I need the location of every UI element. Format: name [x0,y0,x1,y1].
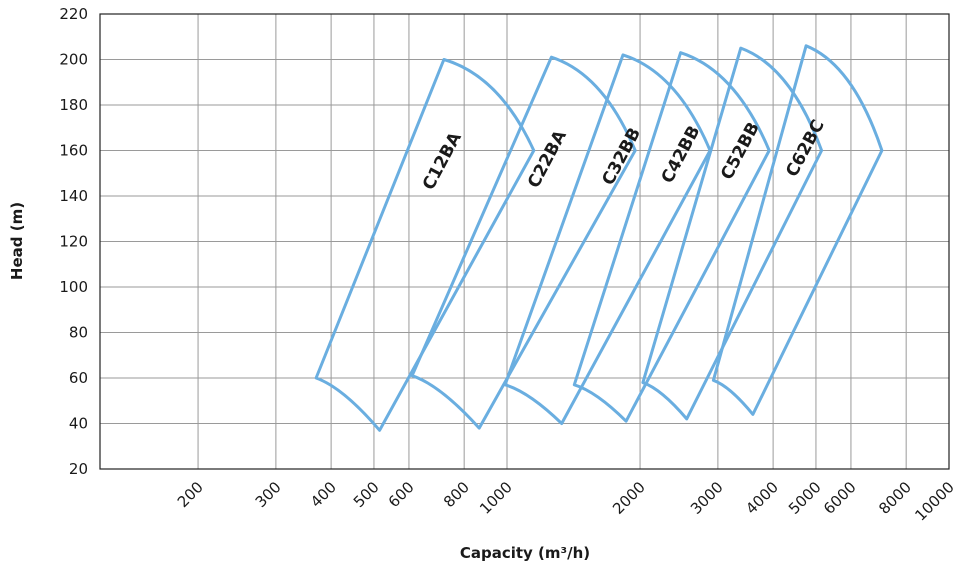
series-label: C22BA [524,126,571,191]
x-tick-label: 1000 [476,478,516,518]
x-tick-label: 300 [252,478,285,511]
x-tick-label: 4000 [742,478,782,518]
x-axis-title: Capacity (m³/h) [460,544,590,562]
y-tick-label: 100 [59,278,88,296]
y-tick-label: 40 [69,415,88,433]
x-tick-labels: 200 300 400 500 600 800 1000 2000 3000 4000 500060… [174,478,958,524]
envelope-c12ba [314,58,536,432]
x-tick-label: 5000 [785,478,825,518]
x-tick-label: 400 [307,478,340,511]
x-tick-label: 8000 [875,478,915,518]
envelope-c52bb [641,46,824,421]
y-tick-label: 180 [59,96,88,114]
y-tick-label: 220 [59,5,88,23]
x-tick-label: 800 [440,478,473,511]
envelope-c42bb [572,51,771,423]
y-tick-label: 20 [69,460,88,478]
y-tick-label: 80 [69,324,88,342]
envelope-c32bb [503,53,712,425]
plot-frame [99,13,950,470]
x-tick-label: 200 [174,478,207,511]
x-tick-label: 6000 [820,478,860,518]
envelope-c22ba [410,55,637,430]
y-tick-label: 140 [59,187,88,205]
series-label: C42BB [658,122,705,186]
y-tick-label: 60 [69,369,88,387]
y-tick-labels: 20 40 60 80 100 120 140 160 180 200 220 [59,5,88,478]
grid [100,14,949,469]
series-label: C12BA [419,128,466,193]
x-tick-label: 2000 [609,478,649,518]
x-tick-label: 600 [385,478,418,511]
pump-envelopes: C12BA C22BA C32BB C42BB C52BB C62BC [314,44,884,432]
y-axis-title: Head (m) [8,202,26,280]
x-tick-label: 3000 [687,478,727,518]
x-tick-label: 500 [350,478,383,511]
envelope-c62bc [711,44,884,416]
x-tick-label: 10000 [911,478,957,524]
y-tick-label: 160 [59,142,88,160]
y-tick-label: 200 [59,51,88,69]
y-tick-label: 120 [59,233,88,251]
series-label: C32BB [598,125,645,189]
